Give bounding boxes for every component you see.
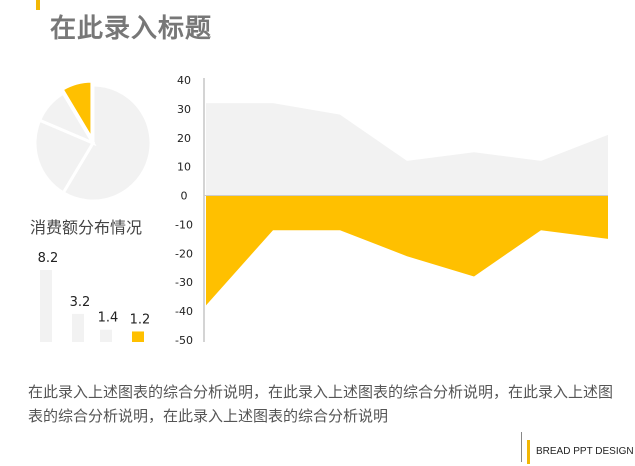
- footer-accent-bar: [527, 440, 530, 464]
- y-tick-label: -10: [175, 218, 193, 231]
- area-series: [206, 103, 608, 196]
- pie-slice: [61, 83, 153, 203]
- bar-value-label: 1.2: [130, 312, 151, 327]
- bar-value-label: 1.4: [98, 311, 119, 326]
- bar-chart-container: 8.2 3.2 1.4 1.2: [28, 250, 168, 350]
- bar-chart: 8.2 3.2 1.4 1.2: [38, 251, 151, 342]
- pie-slice: [60, 79, 94, 145]
- y-tick-label: 0: [181, 190, 188, 203]
- area-chart: 40 30 20 10 0 -10 -20 -30 -40 -50: [175, 74, 608, 347]
- y-tick-label: 20: [177, 132, 191, 145]
- title-accent-bar: [36, 0, 40, 10]
- bar-value-label: 3.2: [70, 295, 91, 310]
- bar-value-label: 8.2: [38, 251, 59, 266]
- pie-chart: [33, 79, 153, 203]
- area-series: [206, 195, 608, 306]
- pie-chart-label: 消费额分布情况: [30, 218, 143, 237]
- y-tick-label: 10: [177, 161, 191, 174]
- footer-divider: [521, 432, 522, 462]
- y-tick-label: -50: [175, 334, 193, 347]
- pie-chart-container: [32, 79, 154, 208]
- analysis-description: 在此录入上述图表的综合分析说明，在此录入上述图表的综合分析说明，在此录入上述图表…: [28, 383, 614, 425]
- bar: [100, 329, 112, 342]
- bar: [40, 270, 52, 342]
- y-tick-label: -30: [175, 276, 193, 289]
- y-tick-label: 40: [177, 74, 191, 87]
- footer-brand: BREAD PPT DESIGN: [536, 446, 634, 457]
- area-chart-container: 40 30 20 10 0 -10 -20 -30 -40 -50: [168, 70, 618, 359]
- page-title: 在此录入标题: [50, 14, 213, 44]
- bar: [72, 313, 84, 342]
- y-tick-label: -20: [175, 247, 193, 260]
- bar: [132, 331, 144, 342]
- y-tick-label: 30: [177, 103, 191, 116]
- y-tick-label: -40: [175, 305, 193, 318]
